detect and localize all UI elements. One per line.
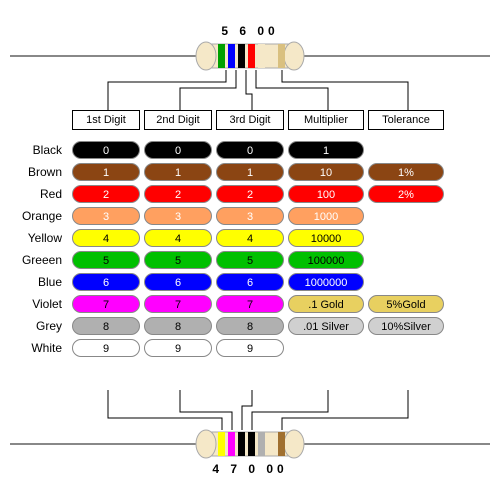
digit-pill: 5 bbox=[144, 251, 212, 269]
digit-pill: 6 bbox=[144, 273, 212, 291]
top-resistor bbox=[0, 40, 500, 72]
digit-pill: 3 bbox=[144, 207, 212, 225]
digit-pill: 7 bbox=[72, 295, 140, 313]
digit-pill: 1 bbox=[72, 163, 140, 181]
digit-pill: 4 bbox=[144, 229, 212, 247]
digit-pill: 4 bbox=[216, 229, 284, 247]
band-5 bbox=[278, 44, 285, 68]
band-2 bbox=[238, 432, 245, 456]
multiplier-pill: 100 bbox=[288, 185, 364, 203]
digit-pill: 1 bbox=[144, 163, 212, 181]
color-code-table: Black0001Brown111101%Red2221002%Orange33… bbox=[0, 140, 500, 360]
multiplier-pill-metal: .01 Silver bbox=[288, 317, 364, 335]
row-label: Grey bbox=[0, 319, 70, 333]
color-row-brown: Brown111101% bbox=[0, 162, 500, 182]
digit-pill: 0 bbox=[72, 141, 140, 159]
multiplier-pill: 10 bbox=[288, 163, 364, 181]
multiplier-pill-metal: .1 Gold bbox=[288, 295, 364, 313]
header-tolerance: Tolerance bbox=[368, 110, 444, 130]
color-row-black: Black0001 bbox=[0, 140, 500, 160]
resistor-color-code-diagram: 5 6 00 1st Digit 2nd Digit 3rd Digit Mul… bbox=[0, 0, 500, 500]
band-4 bbox=[258, 432, 265, 456]
column-headers: 1st Digit 2nd Digit 3rd Digit Multiplier… bbox=[0, 110, 500, 130]
row-label: Orange bbox=[0, 209, 70, 223]
digit-pill: 0 bbox=[216, 141, 284, 159]
multiplier-pill: 100000 bbox=[288, 251, 364, 269]
multiplier-pill: 10000 bbox=[288, 229, 364, 247]
digit-pill: 6 bbox=[216, 273, 284, 291]
bottom-resistor bbox=[0, 428, 500, 460]
digit-pill: 9 bbox=[72, 339, 140, 357]
digit-pill: 8 bbox=[216, 317, 284, 335]
top-connectors bbox=[0, 70, 500, 110]
color-row-white: White999 bbox=[0, 338, 500, 358]
multiplier-pill: 1000 bbox=[288, 207, 364, 225]
row-label: Greeen bbox=[0, 253, 70, 267]
multiplier-pill: 1000000 bbox=[288, 273, 364, 291]
digit-pill: 2 bbox=[72, 185, 140, 203]
band-1 bbox=[228, 432, 235, 456]
tolerance-pill-metal: 5%Gold bbox=[368, 295, 444, 313]
color-row-violet: Violet777.1 Gold5%Gold bbox=[0, 294, 500, 314]
tolerance-pill-metal: 10%Silver bbox=[368, 317, 444, 335]
band-0 bbox=[218, 44, 225, 68]
digit-pill: 2 bbox=[216, 185, 284, 203]
header-3rd-digit: 3rd Digit bbox=[216, 110, 284, 130]
row-label: Red bbox=[0, 187, 70, 201]
color-row-orange: Orange3331000 bbox=[0, 206, 500, 226]
bottom-resistor-value: 4 7 0 00 bbox=[212, 462, 287, 476]
digit-pill: 5 bbox=[72, 251, 140, 269]
color-row-red: Red2221002% bbox=[0, 184, 500, 204]
header-multiplier: Multiplier bbox=[288, 110, 364, 130]
digit-pill: 3 bbox=[216, 207, 284, 225]
digit-pill: 7 bbox=[216, 295, 284, 313]
top-resistor-value: 5 6 00 bbox=[221, 24, 278, 38]
multiplier-pill: 1 bbox=[288, 141, 364, 159]
digit-pill: 2 bbox=[144, 185, 212, 203]
band-3 bbox=[248, 432, 255, 456]
band-4 bbox=[258, 44, 265, 68]
digit-pill: 1 bbox=[216, 163, 284, 181]
tolerance-pill: 2% bbox=[368, 185, 444, 203]
header-2nd-digit: 2nd Digit bbox=[144, 110, 212, 130]
digit-pill: 4 bbox=[72, 229, 140, 247]
band-5 bbox=[278, 432, 285, 456]
row-label: Blue bbox=[0, 275, 70, 289]
tolerance-pill: 1% bbox=[368, 163, 444, 181]
digit-pill: 3 bbox=[72, 207, 140, 225]
digit-pill: 0 bbox=[144, 141, 212, 159]
digit-pill: 9 bbox=[144, 339, 212, 357]
digit-pill: 8 bbox=[72, 317, 140, 335]
row-label: Black bbox=[0, 143, 70, 157]
digit-pill: 8 bbox=[144, 317, 212, 335]
color-row-greeen: Greeen555100000 bbox=[0, 250, 500, 270]
digit-pill: 9 bbox=[216, 339, 284, 357]
band-3 bbox=[248, 44, 255, 68]
band-2 bbox=[238, 44, 245, 68]
color-row-blue: Blue6661000000 bbox=[0, 272, 500, 292]
row-label: White bbox=[0, 341, 70, 355]
header-1st-digit: 1st Digit bbox=[72, 110, 140, 130]
digit-pill: 5 bbox=[216, 251, 284, 269]
digit-pill: 6 bbox=[72, 273, 140, 291]
color-row-yellow: Yellow44410000 bbox=[0, 228, 500, 248]
bottom-connectors bbox=[0, 390, 500, 430]
band-1 bbox=[228, 44, 235, 68]
band-0 bbox=[218, 432, 225, 456]
color-row-grey: Grey888.01 Silver10%Silver bbox=[0, 316, 500, 336]
row-label: Yellow bbox=[0, 231, 70, 245]
digit-pill: 7 bbox=[144, 295, 212, 313]
row-label: Brown bbox=[0, 165, 70, 179]
row-label: Violet bbox=[0, 297, 70, 311]
